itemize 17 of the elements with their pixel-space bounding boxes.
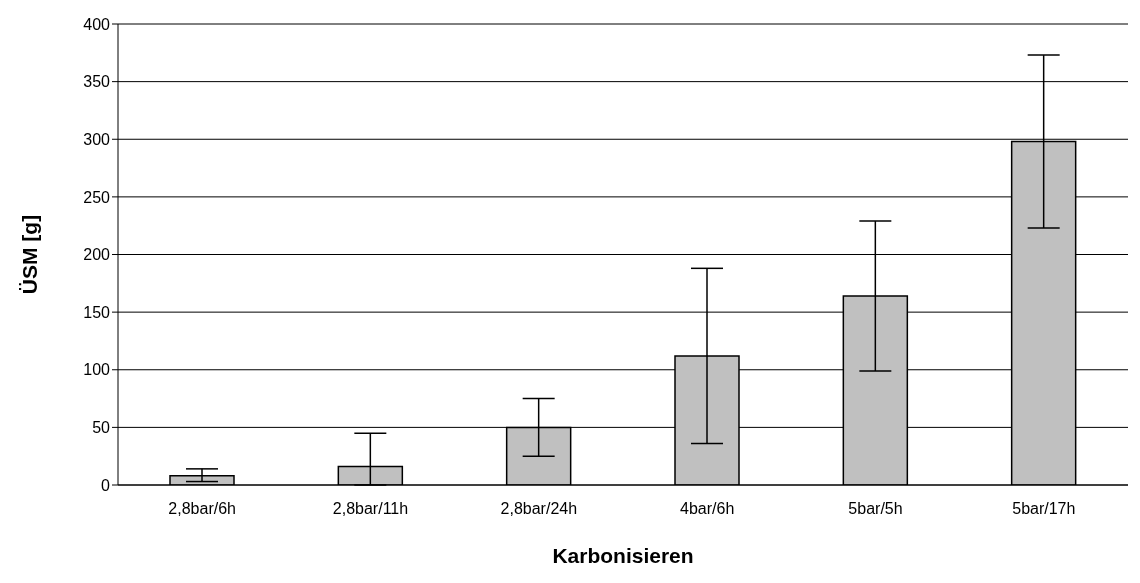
- y-axis-title: ÜSM [g]: [18, 214, 42, 295]
- x-tick-label: 5bar/17h: [1012, 500, 1076, 518]
- y-tick-label: 350: [83, 73, 111, 91]
- y-tick-label: 0: [101, 476, 111, 494]
- x-tick-label: 4bar/6h: [680, 500, 735, 518]
- x-axis-title: Karbonisieren: [552, 544, 694, 567]
- y-tick-label: 200: [83, 246, 111, 264]
- x-tick-label: 2,8bar/24h: [500, 500, 578, 518]
- y-tick-label: 150: [83, 303, 111, 321]
- x-tick-label: 5bar/5h: [848, 500, 903, 518]
- x-tick-label: 2,8bar/11h: [332, 500, 409, 518]
- y-tick-label: 300: [83, 130, 111, 148]
- y-tick-label: 50: [92, 419, 111, 437]
- y-tick-label: 250: [83, 188, 111, 206]
- y-tick-label: 100: [83, 361, 111, 379]
- y-tick-label: 400: [83, 15, 111, 33]
- x-tick-label: 2,8bar/6h: [168, 500, 236, 518]
